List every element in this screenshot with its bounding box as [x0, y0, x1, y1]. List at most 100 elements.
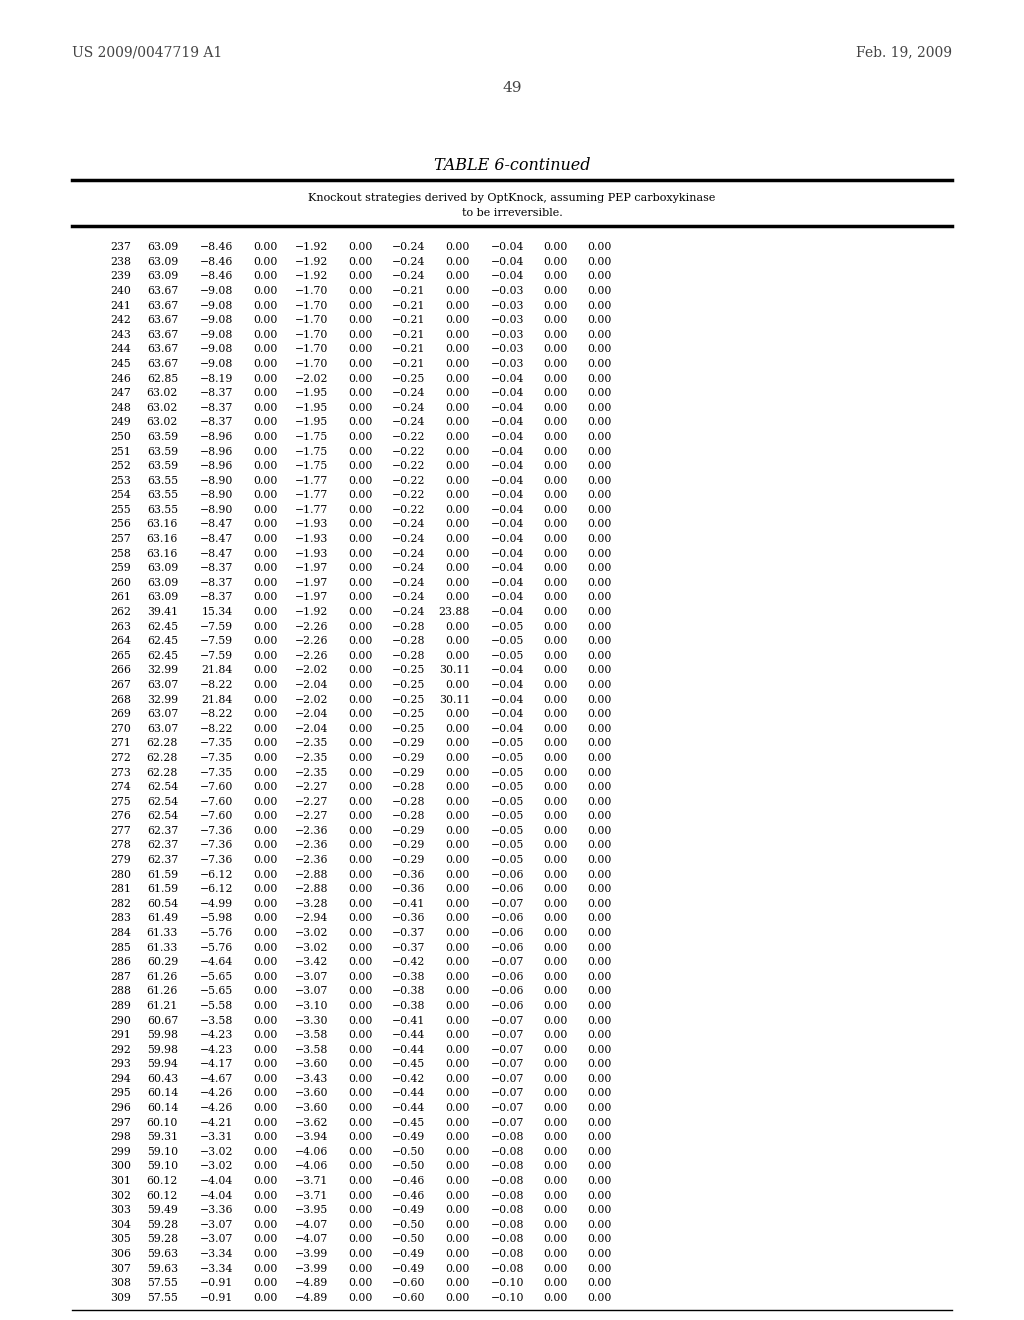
Text: −2.36: −2.36	[295, 826, 328, 836]
Text: 0.00: 0.00	[544, 1133, 568, 1142]
Text: −3.43: −3.43	[295, 1074, 328, 1084]
Text: −0.36: −0.36	[391, 870, 425, 879]
Text: 63.02: 63.02	[146, 417, 178, 428]
Text: 0.00: 0.00	[348, 781, 373, 792]
Text: 0.00: 0.00	[254, 738, 278, 748]
Text: 63.55: 63.55	[146, 475, 178, 486]
Text: −0.21: −0.21	[391, 330, 425, 339]
Text: 305: 305	[110, 1234, 131, 1245]
Text: 0.00: 0.00	[254, 564, 278, 573]
Text: 0.00: 0.00	[544, 535, 568, 544]
Text: −0.36: −0.36	[391, 884, 425, 894]
Text: 62.85: 62.85	[146, 374, 178, 384]
Text: 0.00: 0.00	[445, 841, 470, 850]
Text: −0.60: −0.60	[391, 1292, 425, 1303]
Text: 63.59: 63.59	[146, 446, 178, 457]
Text: 0.00: 0.00	[348, 1205, 373, 1216]
Text: 0.00: 0.00	[445, 738, 470, 748]
Text: 0.00: 0.00	[544, 781, 568, 792]
Text: 0.00: 0.00	[348, 752, 373, 763]
Text: −0.04: −0.04	[490, 680, 524, 690]
Text: −0.28: −0.28	[391, 812, 425, 821]
Text: −1.77: −1.77	[295, 504, 328, 515]
Text: 278: 278	[110, 841, 131, 850]
Text: 0.00: 0.00	[588, 1278, 612, 1288]
Text: 63.67: 63.67	[146, 315, 178, 325]
Text: 0.00: 0.00	[544, 767, 568, 777]
Text: 244: 244	[110, 345, 131, 354]
Text: 0.00: 0.00	[254, 767, 278, 777]
Text: 0.00: 0.00	[348, 826, 373, 836]
Text: 0.00: 0.00	[445, 1176, 470, 1185]
Text: 0.00: 0.00	[445, 417, 470, 428]
Text: −8.37: −8.37	[200, 417, 233, 428]
Text: 62.37: 62.37	[146, 855, 178, 865]
Text: 0.00: 0.00	[348, 928, 373, 939]
Text: 0.00: 0.00	[544, 1205, 568, 1216]
Text: 0.00: 0.00	[445, 1089, 470, 1098]
Text: US 2009/0047719 A1: US 2009/0047719 A1	[72, 45, 222, 59]
Text: 0.00: 0.00	[544, 1147, 568, 1156]
Text: −0.28: −0.28	[391, 781, 425, 792]
Text: 240: 240	[110, 286, 131, 296]
Text: −1.93: −1.93	[295, 520, 328, 529]
Text: 0.00: 0.00	[544, 1162, 568, 1171]
Text: 0.00: 0.00	[254, 913, 278, 924]
Text: −0.05: −0.05	[490, 752, 524, 763]
Text: 0.00: 0.00	[445, 1074, 470, 1084]
Text: −0.37: −0.37	[391, 928, 425, 939]
Text: −0.06: −0.06	[490, 913, 524, 924]
Text: −0.41: −0.41	[391, 899, 425, 908]
Text: 0.00: 0.00	[544, 972, 568, 982]
Text: −7.59: −7.59	[200, 622, 233, 631]
Text: 0.00: 0.00	[254, 315, 278, 325]
Text: 256: 256	[110, 520, 131, 529]
Text: 0.00: 0.00	[445, 781, 470, 792]
Text: 0.00: 0.00	[588, 345, 612, 354]
Text: 0.00: 0.00	[588, 1059, 612, 1069]
Text: 260: 260	[110, 578, 131, 587]
Text: 0.00: 0.00	[445, 1044, 470, 1055]
Text: −0.06: −0.06	[490, 1001, 524, 1011]
Text: −1.70: −1.70	[295, 286, 328, 296]
Text: 63.09: 63.09	[146, 578, 178, 587]
Text: 0.00: 0.00	[348, 475, 373, 486]
Text: 61.49: 61.49	[146, 913, 178, 924]
Text: −1.92: −1.92	[295, 272, 328, 281]
Text: 0.00: 0.00	[588, 607, 612, 616]
Text: 0.00: 0.00	[445, 1118, 470, 1127]
Text: Knockout strategies derived by OptKnock, assuming PEP carboxykinase: Knockout strategies derived by OptKnock,…	[308, 193, 716, 203]
Text: −0.04: −0.04	[490, 520, 524, 529]
Text: 0.00: 0.00	[445, 1162, 470, 1171]
Text: −5.65: −5.65	[200, 986, 233, 997]
Text: −4.04: −4.04	[200, 1176, 233, 1185]
Text: 0.00: 0.00	[254, 1147, 278, 1156]
Text: 62.37: 62.37	[146, 826, 178, 836]
Text: 0.00: 0.00	[445, 374, 470, 384]
Text: 0.00: 0.00	[544, 1176, 568, 1185]
Text: 0.00: 0.00	[588, 1234, 612, 1245]
Text: −0.44: −0.44	[392, 1044, 425, 1055]
Text: −3.02: −3.02	[295, 942, 328, 953]
Text: 251: 251	[110, 446, 131, 457]
Text: −0.07: −0.07	[490, 1015, 524, 1026]
Text: 0.00: 0.00	[588, 738, 612, 748]
Text: −2.27: −2.27	[295, 781, 328, 792]
Text: 0.00: 0.00	[544, 928, 568, 939]
Text: −8.47: −8.47	[200, 535, 233, 544]
Text: −3.95: −3.95	[295, 1205, 328, 1216]
Text: −0.07: −0.07	[490, 1089, 524, 1098]
Text: 291: 291	[110, 1030, 131, 1040]
Text: −4.21: −4.21	[200, 1118, 233, 1127]
Text: 0.00: 0.00	[544, 432, 568, 442]
Text: −0.44: −0.44	[392, 1030, 425, 1040]
Text: 0.00: 0.00	[544, 243, 568, 252]
Text: 0.00: 0.00	[254, 1220, 278, 1230]
Text: 62.28: 62.28	[146, 767, 178, 777]
Text: −0.05: −0.05	[490, 767, 524, 777]
Text: −8.22: −8.22	[200, 709, 233, 719]
Text: −0.03: −0.03	[490, 345, 524, 354]
Text: 61.59: 61.59	[146, 884, 178, 894]
Text: 277: 277	[110, 826, 131, 836]
Text: 0.00: 0.00	[445, 636, 470, 647]
